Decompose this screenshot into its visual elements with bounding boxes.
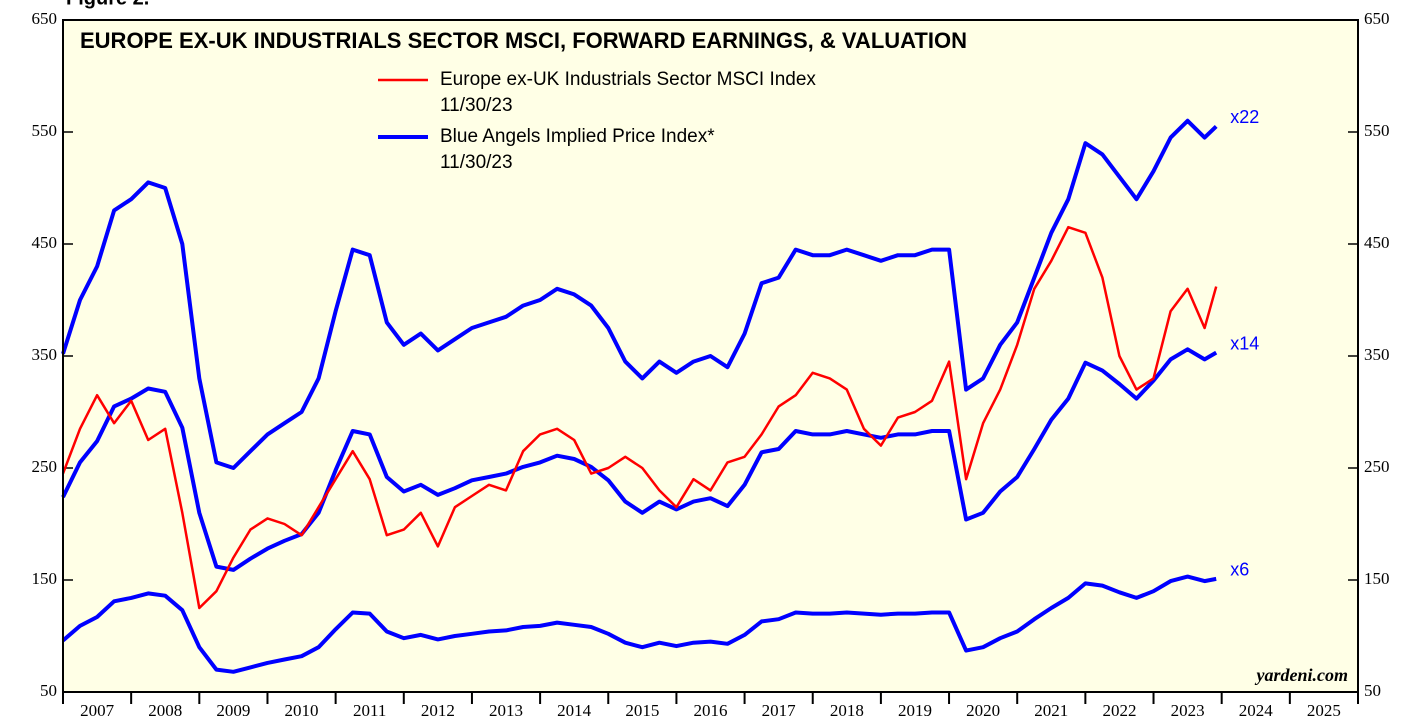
legend-date: 11/30/23	[440, 152, 513, 173]
figure-label: Figure 2.	[66, 0, 149, 9]
x-tick-label: 2007	[80, 701, 115, 720]
series-line	[61, 118, 1218, 470]
series-line	[61, 225, 1218, 610]
y2-tick-label: 650	[1364, 9, 1390, 28]
x-tick-label: 2016	[694, 701, 728, 720]
x-tick-label: 2011	[353, 701, 386, 720]
y-tick-label: 550	[32, 121, 58, 140]
series-end-label: x22	[1230, 107, 1259, 127]
x-tick-label: 2014	[557, 701, 592, 720]
legend-label: Europe ex-UK Industrials Sector MSCI Ind…	[440, 69, 816, 90]
x-tick-label: 2023	[1171, 701, 1205, 720]
x-tick-label: 2015	[625, 701, 659, 720]
x-tick-label: 2017	[762, 701, 797, 720]
y2-tick-label: 550	[1364, 121, 1390, 140]
x-tick-label: 2010	[285, 701, 319, 720]
x-tick-label: 2008	[148, 701, 182, 720]
x-tick-label: 2013	[489, 701, 523, 720]
y-tick-label: 150	[32, 569, 58, 588]
y2-tick-label: 450	[1364, 233, 1390, 252]
x-tick-label: 2020	[966, 701, 1000, 720]
series-end-label: x6	[1230, 560, 1249, 580]
y2-tick-label: 250	[1364, 457, 1390, 476]
y-tick-label: 450	[32, 233, 58, 252]
x-tick-label: 2025	[1307, 701, 1341, 720]
series-end-label: x14	[1230, 333, 1259, 353]
series-line	[61, 574, 1217, 674]
y2-tick-label: 350	[1364, 345, 1390, 364]
x-tick-label: 2024	[1239, 701, 1274, 720]
y-tick-label: 350	[32, 345, 58, 364]
plot-border	[62, 19, 1359, 693]
chart-title: EUROPE EX-UK INDUSTRIALS SECTOR MSCI, FO…	[80, 28, 967, 53]
x-tick-label: 2018	[830, 701, 864, 720]
legend-label: Blue Angels Implied Price Index*	[440, 126, 715, 147]
x-tick-label: 2009	[216, 701, 250, 720]
y-tick-label: 250	[32, 457, 58, 476]
source-label: yardeni.com	[1255, 665, 1349, 685]
y-tick-label: 650	[32, 9, 58, 28]
x-tick-label: 2022	[1102, 701, 1136, 720]
y-tick-label: 50	[40, 681, 57, 700]
x-tick-label: 2021	[1034, 701, 1068, 720]
x-tick-label: 2019	[898, 701, 932, 720]
series-line	[61, 347, 1218, 572]
y2-tick-label: 50	[1364, 681, 1381, 700]
x-tick-label: 2012	[421, 701, 455, 720]
y2-tick-label: 150	[1364, 569, 1390, 588]
legend-date: 11/30/23	[440, 95, 513, 116]
